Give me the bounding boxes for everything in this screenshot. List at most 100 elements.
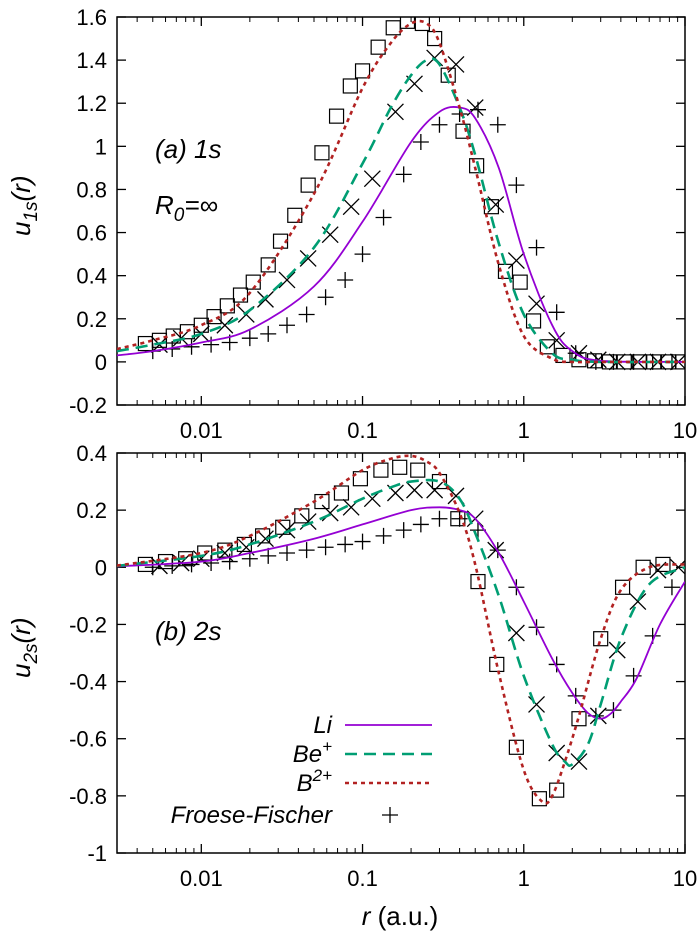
y-tick-label: 0.2: [76, 307, 107, 332]
square-marker: [410, 462, 426, 478]
x-marker: [507, 252, 525, 270]
y-tick-label: -0.2: [69, 612, 107, 637]
series-line-B2: [117, 19, 685, 364]
plus-marker: [548, 656, 565, 673]
plus-marker: [567, 687, 584, 704]
plus-marker: [395, 166, 412, 183]
series-line-Li: [117, 106, 685, 363]
series-line-Li: [117, 506, 685, 720]
r0-infinity-label: R0=∞: [155, 190, 218, 226]
square-marker: [655, 556, 671, 573]
square-marker: [635, 559, 651, 575]
legend-label: Froese-Fischer: [171, 802, 333, 829]
x-marker: [426, 481, 444, 499]
x-marker: [406, 481, 423, 499]
square-marker: [287, 207, 303, 223]
square-marker: [392, 459, 408, 475]
plus-marker: [278, 317, 295, 334]
square-marker: [370, 39, 386, 55]
x-tick-label: 1: [518, 866, 530, 891]
x-tick-label: 0.1: [347, 418, 378, 443]
legend-item-Be: Be+: [293, 737, 432, 768]
square-marker: [193, 317, 209, 333]
y-tick-label: -0.2: [69, 393, 107, 418]
square-marker: [314, 145, 330, 161]
square-marker: [614, 579, 631, 595]
square-marker: [373, 462, 389, 478]
plus-marker: [354, 246, 371, 263]
plus-marker: [375, 527, 392, 544]
y-tick-label: -1: [87, 841, 107, 866]
y-tick-label: 1: [95, 134, 107, 159]
panel-b-label: (b) 2s: [155, 616, 221, 646]
plus-marker: [298, 306, 315, 323]
plus-marker: [260, 547, 277, 564]
plus-marker: [508, 177, 525, 194]
x-tick-label: 0.1: [347, 866, 378, 891]
y-tick-label: 1.4: [76, 48, 107, 73]
y-axis-label: u2s(r): [6, 617, 42, 678]
plus-marker: [412, 516, 429, 533]
square-marker: [512, 274, 528, 290]
x-marker: [363, 170, 381, 188]
square-marker: [219, 298, 235, 314]
plus-marker: [317, 289, 334, 306]
panel-bottom: 0.4 0.2 0 -0.2 -0.4 -0.6 -0.8 -1 0.01 0.1 1 10 u2s(r…: [6, 441, 697, 931]
x-marker: [528, 295, 545, 313]
y-tick-label: -0.8: [69, 784, 107, 809]
x-marker: [629, 593, 647, 611]
square-marker: [469, 158, 485, 174]
legend-item-FroeseFischer: Froese-Fischer: [171, 802, 398, 829]
x-marker: [278, 271, 296, 289]
series-line-B2: [117, 454, 685, 805]
y-tick-label: 0: [95, 555, 107, 580]
plus-marker: [337, 271, 354, 288]
y-tick-label: 1.6: [76, 5, 107, 30]
plus-marker: [241, 330, 258, 347]
plus-marker: [203, 555, 220, 571]
x-marker: [528, 695, 545, 713]
square-marker: [342, 78, 358, 94]
plus-marker: [203, 336, 220, 353]
x-marker: [487, 196, 505, 213]
square-marker: [414, 17, 430, 32]
plus-marker: [663, 579, 680, 596]
plus-marker: [278, 545, 295, 561]
x-marker: [548, 331, 566, 349]
x-marker: [299, 249, 317, 267]
plus-marker: [260, 325, 277, 342]
plus-marker: [354, 533, 371, 550]
square-marker: [427, 30, 443, 47]
plot-area: [117, 17, 685, 371]
square-marker: [260, 257, 276, 273]
x-marker: [649, 561, 667, 579]
x-tick-label: 0.01: [180, 866, 223, 891]
legend-plus-marker: [382, 807, 398, 823]
square-marker: [328, 108, 345, 124]
plus-marker: [183, 556, 200, 573]
legend-label: Li: [313, 712, 332, 739]
x-tick-label: 10: [673, 866, 697, 891]
square-marker: [549, 782, 565, 798]
x-marker: [342, 198, 360, 216]
y-tick-label: 0.6: [76, 221, 107, 246]
x-marker: [669, 558, 685, 576]
plus-marker: [412, 134, 429, 151]
square-marker: [531, 791, 547, 807]
y-tick-label: 0.4: [76, 264, 107, 289]
plus-marker: [469, 101, 486, 118]
plus-marker: [489, 116, 506, 133]
plus-marker: [431, 116, 448, 133]
plus-marker: [451, 510, 468, 527]
plus-marker: [375, 209, 392, 226]
square-marker: [206, 309, 222, 325]
square-marker: [539, 339, 555, 355]
square-marker: [593, 631, 609, 647]
square-marker: [354, 63, 371, 79]
plus-marker: [317, 539, 334, 556]
x-marker: [278, 521, 296, 539]
panel-a-label: (a) 1s: [155, 134, 221, 164]
plus-marker: [221, 553, 238, 570]
